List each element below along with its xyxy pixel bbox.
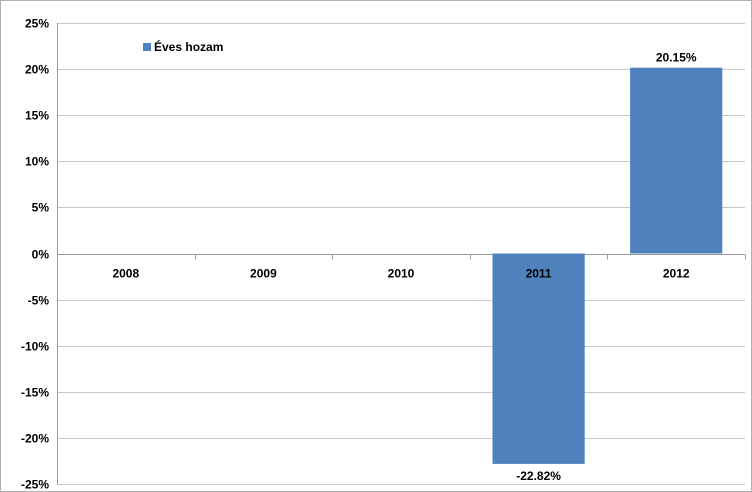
bar-2011 xyxy=(492,253,585,464)
bars xyxy=(492,67,723,464)
y-tick-label: 25% xyxy=(25,17,49,31)
y-tick-label: -5% xyxy=(28,294,50,308)
y-axis: -25% -20% -15% -10% -5% 0% 5% 10% 15% 20% 25% xyxy=(21,17,746,492)
x-category-label: 2012 xyxy=(663,267,690,281)
y-tick-label: -10% xyxy=(21,340,49,354)
x-category-label: 2008 xyxy=(112,267,139,281)
y-tick-label: -20% xyxy=(21,432,49,446)
x-category-label: 2009 xyxy=(250,267,277,281)
y-tick-label: 5% xyxy=(32,201,50,215)
y-tick-label: 0% xyxy=(32,248,50,262)
y-tick-label: 20% xyxy=(25,63,49,77)
bar-2012 xyxy=(630,67,723,254)
x-category-label: 2010 xyxy=(388,267,415,281)
data-label-2012: 20.15% xyxy=(656,51,697,65)
data-labels: -22.82% 20.15% xyxy=(516,51,697,483)
y-tick-label: 15% xyxy=(25,109,49,123)
category-labels: 2008 2009 2010 2011 2012 xyxy=(112,267,689,281)
data-label-2011: -22.82% xyxy=(516,469,561,483)
y-tick-label: -15% xyxy=(21,386,49,400)
x-category-label: 2011 xyxy=(526,267,552,281)
legend-label: Éves hozam xyxy=(154,39,223,54)
y-tick-label: 10% xyxy=(25,155,49,169)
y-tick-label: -25% xyxy=(21,478,49,492)
legend: Éves hozam xyxy=(143,39,223,54)
legend-swatch xyxy=(143,43,151,51)
